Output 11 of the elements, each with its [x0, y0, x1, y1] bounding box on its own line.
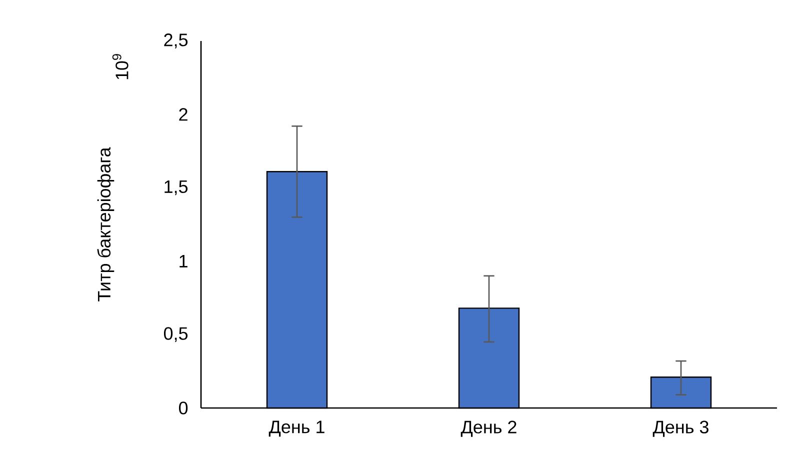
- x-tick-label: День 3: [652, 420, 708, 437]
- y-tick-label: 2: [179, 108, 188, 121]
- y-tick-label: 2,5: [164, 34, 188, 48]
- y-axis-title: Титр бактеріофага: [97, 147, 114, 302]
- x-tick-label: День 2: [460, 420, 516, 437]
- y-tick-label: 1: [180, 255, 188, 268]
- y-tick-label: 1,5: [164, 180, 188, 196]
- text: 10$^{9}$: [112, 54, 128, 80]
- y-tick-label: 0: [178, 402, 188, 414]
- y-tick-label: 0,5: [164, 327, 188, 342]
- x-tick-label: День 1: [268, 420, 324, 437]
